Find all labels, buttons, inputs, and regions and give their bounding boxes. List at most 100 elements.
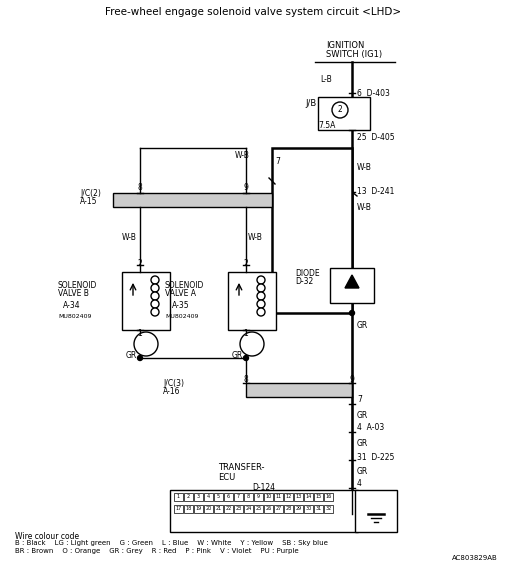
Text: SOLENOID: SOLENOID — [165, 281, 204, 290]
Text: 28: 28 — [285, 506, 291, 511]
Text: J/C(2): J/C(2) — [80, 188, 100, 197]
Text: 29: 29 — [295, 506, 301, 511]
Text: 32: 32 — [325, 506, 331, 511]
Bar — [274, 505, 282, 513]
Text: 7: 7 — [357, 396, 361, 404]
Text: MU802409: MU802409 — [165, 314, 198, 319]
Bar — [323, 493, 332, 501]
Text: 7.5A: 7.5A — [317, 121, 335, 129]
Text: DIODE: DIODE — [294, 269, 319, 277]
Text: D-32: D-32 — [294, 277, 313, 286]
Text: 8: 8 — [243, 374, 248, 383]
Circle shape — [257, 300, 265, 308]
Circle shape — [150, 308, 159, 316]
Text: W-B: W-B — [357, 163, 371, 172]
Text: A-34: A-34 — [63, 301, 80, 310]
Text: 2: 2 — [337, 105, 342, 115]
Circle shape — [150, 284, 159, 292]
Text: 19: 19 — [195, 506, 201, 511]
Bar — [224, 505, 232, 513]
Text: 11: 11 — [275, 494, 281, 500]
Bar — [254, 493, 263, 501]
Bar — [245, 383, 351, 397]
Bar — [174, 505, 183, 513]
Bar — [272, 148, 351, 313]
Bar — [304, 505, 313, 513]
Text: 4: 4 — [357, 480, 361, 489]
Bar — [193, 505, 203, 513]
Circle shape — [349, 311, 354, 315]
Bar — [224, 493, 232, 501]
Bar — [243, 505, 252, 513]
Text: 9: 9 — [349, 374, 354, 383]
Text: L-B: L-B — [319, 74, 331, 83]
Text: 27: 27 — [275, 506, 281, 511]
Bar — [254, 505, 263, 513]
Bar — [314, 505, 322, 513]
Text: 10: 10 — [265, 494, 271, 500]
Text: GR: GR — [126, 350, 137, 359]
Bar — [233, 493, 242, 501]
Text: 6  D-403: 6 D-403 — [357, 88, 389, 98]
Bar — [184, 505, 192, 513]
Text: 8: 8 — [137, 184, 142, 193]
Text: BR : Brown    O : Orange    GR : Grey    R : Red    P : Pink    V : Violet    PU: BR : Brown O : Orange GR : Grey R : Red … — [15, 548, 298, 554]
Text: D-124: D-124 — [251, 483, 274, 492]
Text: 16: 16 — [325, 494, 331, 500]
Text: J/B: J/B — [305, 99, 316, 108]
Text: GR: GR — [357, 468, 368, 476]
Bar — [264, 493, 273, 501]
Text: 2: 2 — [243, 259, 248, 268]
Circle shape — [257, 276, 265, 284]
Text: TRANSFER-: TRANSFER- — [218, 463, 264, 472]
Text: J/C(3): J/C(3) — [163, 379, 184, 387]
Circle shape — [257, 308, 265, 316]
Text: 2: 2 — [137, 259, 142, 268]
Text: GR: GR — [357, 439, 368, 448]
Text: GR: GR — [231, 350, 243, 359]
Text: 8: 8 — [246, 494, 249, 500]
Circle shape — [150, 300, 159, 308]
Circle shape — [257, 292, 265, 300]
Text: 21: 21 — [215, 506, 221, 511]
Text: 2: 2 — [186, 494, 190, 500]
Text: SWITCH (IG1): SWITCH (IG1) — [325, 49, 381, 58]
Text: 7: 7 — [236, 494, 239, 500]
Text: AC803829AB: AC803829AB — [451, 555, 497, 561]
Text: 1: 1 — [177, 494, 180, 500]
Bar — [243, 493, 252, 501]
Text: GR: GR — [357, 320, 368, 329]
Circle shape — [150, 292, 159, 300]
Bar — [193, 493, 203, 501]
Bar — [214, 505, 223, 513]
Text: W-B: W-B — [122, 232, 137, 242]
Text: VALVE A: VALVE A — [165, 289, 195, 298]
Text: SOLENOID: SOLENOID — [58, 281, 97, 290]
Text: ECU: ECU — [218, 472, 235, 481]
Circle shape — [134, 332, 158, 356]
Text: W-B: W-B — [357, 204, 371, 213]
Circle shape — [257, 284, 265, 292]
Circle shape — [239, 332, 264, 356]
Text: 17: 17 — [175, 506, 181, 511]
Text: GR: GR — [357, 411, 368, 420]
Bar — [264, 505, 273, 513]
Bar — [174, 493, 183, 501]
Text: B : Black    LG : Light green    G : Green    L : Blue    W : White    Y : Yello: B : Black LG : Light green G : Green L :… — [15, 540, 327, 546]
Circle shape — [243, 356, 248, 361]
Text: 26: 26 — [265, 506, 271, 511]
Text: 13: 13 — [295, 494, 301, 500]
Bar — [323, 505, 332, 513]
Text: A-15: A-15 — [80, 197, 97, 205]
Polygon shape — [344, 275, 358, 288]
Text: 14: 14 — [305, 494, 311, 500]
Bar — [274, 493, 282, 501]
Circle shape — [137, 356, 142, 361]
Text: VALVE B: VALVE B — [58, 289, 89, 298]
Text: W-B: W-B — [234, 150, 249, 159]
Text: 5: 5 — [217, 494, 220, 500]
Text: 25  D-405: 25 D-405 — [357, 133, 394, 142]
Circle shape — [150, 276, 159, 284]
Bar — [329, 268, 373, 303]
Bar — [233, 505, 242, 513]
